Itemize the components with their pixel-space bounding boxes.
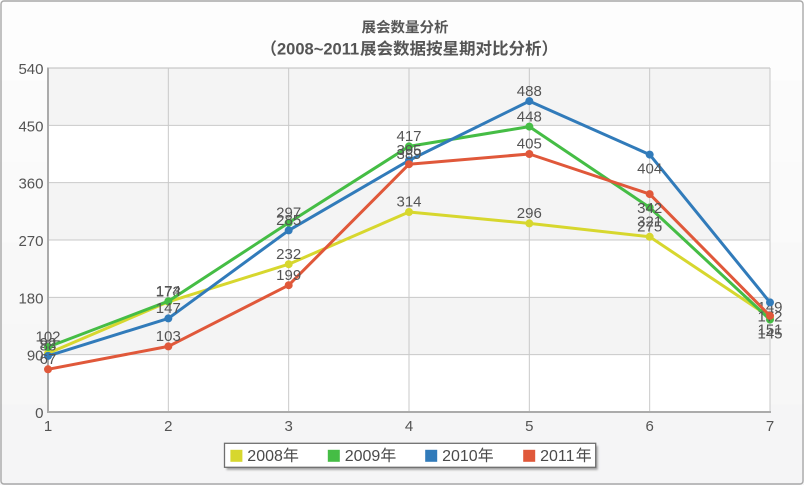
svg-text:417: 417 xyxy=(396,128,421,145)
svg-text:199: 199 xyxy=(276,267,301,284)
svg-text:270: 270 xyxy=(18,233,43,250)
svg-text:2: 2 xyxy=(164,418,172,435)
svg-text:2010: 2010 xyxy=(442,448,478,465)
svg-text:540: 540 xyxy=(18,61,43,78)
svg-text:174: 174 xyxy=(156,283,181,300)
svg-text:448: 448 xyxy=(517,108,542,125)
svg-text:180: 180 xyxy=(18,290,43,307)
svg-text:2008: 2008 xyxy=(247,448,283,465)
svg-text:405: 405 xyxy=(517,136,542,153)
svg-text:4: 4 xyxy=(405,418,413,435)
svg-text:147: 147 xyxy=(156,300,181,317)
svg-text:404: 404 xyxy=(637,161,662,178)
svg-text:275: 275 xyxy=(637,219,662,236)
svg-text:103: 103 xyxy=(156,328,181,345)
svg-text:145: 145 xyxy=(757,326,782,343)
svg-text:3: 3 xyxy=(285,418,293,435)
svg-text:296: 296 xyxy=(517,205,542,222)
svg-text:88: 88 xyxy=(40,338,57,355)
svg-text:297: 297 xyxy=(276,205,301,222)
svg-text:102: 102 xyxy=(35,329,60,346)
svg-text:151: 151 xyxy=(757,322,782,339)
svg-text:488: 488 xyxy=(517,83,542,100)
svg-text:360: 360 xyxy=(18,176,43,193)
svg-text:314: 314 xyxy=(396,194,421,211)
svg-text:450: 450 xyxy=(18,118,43,135)
svg-text:1: 1 xyxy=(44,418,52,435)
svg-text:6: 6 xyxy=(646,418,654,435)
svg-text:342: 342 xyxy=(637,200,662,217)
svg-text:321: 321 xyxy=(637,213,662,230)
svg-text:90: 90 xyxy=(27,348,44,365)
svg-text:5: 5 xyxy=(525,418,533,435)
svg-text:232: 232 xyxy=(276,246,301,263)
svg-text:0: 0 xyxy=(35,405,43,422)
svg-text:395: 395 xyxy=(396,142,421,159)
svg-text:67: 67 xyxy=(40,351,57,368)
svg-text:2008~2011: 2008~2011 xyxy=(277,40,359,58)
svg-text:2009: 2009 xyxy=(345,448,381,465)
svg-text:2011: 2011 xyxy=(540,448,575,465)
svg-text:7: 7 xyxy=(766,418,774,435)
svg-text:285: 285 xyxy=(276,212,301,229)
svg-text:389: 389 xyxy=(396,146,421,163)
